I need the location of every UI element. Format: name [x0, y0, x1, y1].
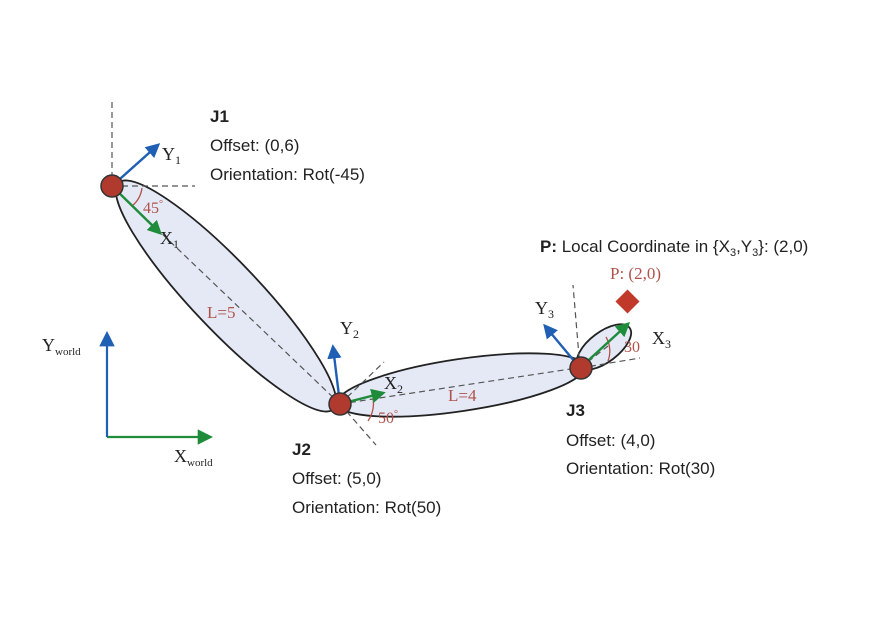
link-1-body — [94, 159, 358, 432]
angle-label-3: 30 — [624, 339, 640, 356]
angle-label-2: 50° — [378, 409, 398, 427]
point-p-marker — [615, 289, 639, 313]
joint-2-title: J2 — [292, 440, 311, 459]
world-y-label: Yworld — [42, 335, 81, 358]
joint-2-info: J2 Offset: (5,0) Orientation: Rot(50) — [292, 440, 441, 517]
joint-2-orientation: Orientation: Rot(50) — [292, 498, 441, 517]
joint-1-title: J1 — [210, 107, 229, 126]
joint-3-orientation: Orientation: Rot(30) — [566, 459, 715, 478]
joint-2-offset: Offset: (5,0) — [292, 469, 381, 488]
y1-label: Y1 — [162, 144, 181, 167]
link-2-body — [334, 341, 589, 429]
y2-label: Y2 — [340, 318, 359, 341]
link-1-length-label: L=5 — [207, 303, 235, 322]
joint-3-title: J3 — [566, 401, 585, 420]
point-p-caption: P: Local Coordinate in {X3,Y3}: (2,0) — [540, 237, 808, 259]
link-2-length-label: L=4 — [448, 386, 477, 405]
y3-label: Y3 — [535, 298, 554, 321]
joint-1-orientation: Orientation: Rot(-45) — [210, 165, 365, 184]
joint-1-offset: Offset: (0,6) — [210, 136, 299, 155]
joint-3-circle — [570, 357, 592, 379]
joint-1-info: J1 Offset: (0,6) Orientation: Rot(-45) — [210, 107, 365, 184]
x3-label: X3 — [652, 328, 671, 351]
joint-2-circle — [329, 393, 351, 415]
world-x-label: Xworld — [174, 446, 213, 469]
joint-3-info: J3 Offset: (4,0) Orientation: Rot(30) — [566, 401, 715, 478]
joint-3-offset: Offset: (4,0) — [566, 431, 655, 450]
point-p-marker-label: P: (2,0) — [610, 264, 661, 283]
joint-1-circle — [101, 175, 123, 197]
